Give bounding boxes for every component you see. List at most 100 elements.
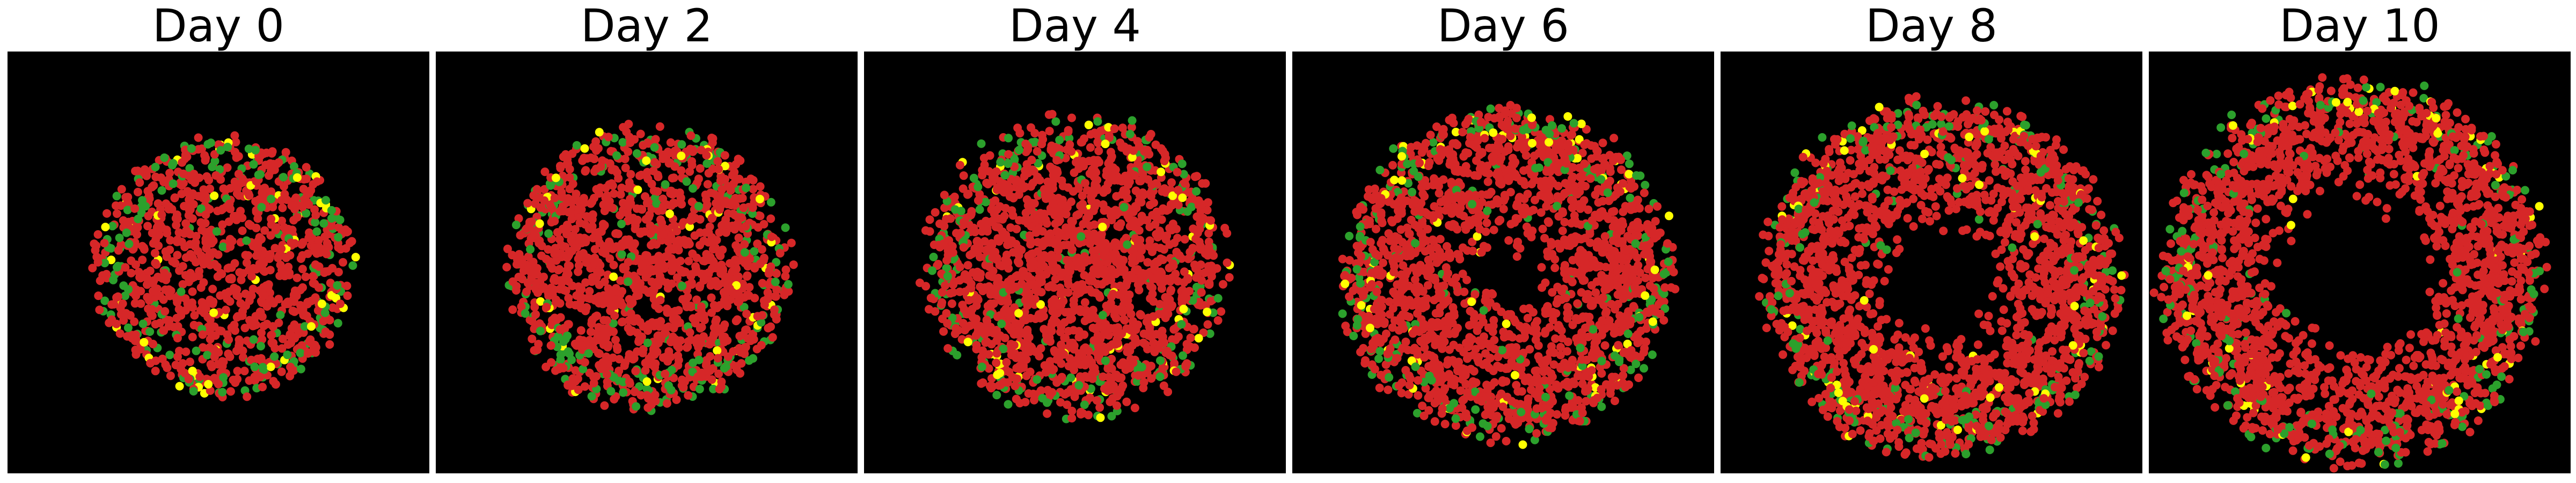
red-cell-dot xyxy=(706,281,715,290)
red-cell-dot xyxy=(949,288,958,297)
red-cell-dot xyxy=(589,378,598,387)
red-cell-dot xyxy=(653,254,662,263)
green-cell-dot xyxy=(695,385,704,393)
red-cell-dot xyxy=(1147,374,1156,383)
panel-day-4 xyxy=(864,52,1286,473)
red-cell-dot xyxy=(981,338,990,347)
green-cell-dot xyxy=(1107,412,1116,421)
red-cell-dot xyxy=(1038,241,1047,251)
red-cell-dot xyxy=(238,353,247,362)
red-cell-dot xyxy=(178,359,187,368)
red-cell-dot xyxy=(650,363,660,372)
red-cell-dot xyxy=(574,267,583,276)
green-cell-dot xyxy=(177,287,186,296)
red-cell-dot xyxy=(1014,259,1023,268)
red-cell-dot xyxy=(1081,372,1089,381)
green-cell-dot xyxy=(157,186,166,195)
red-cell-dot xyxy=(964,296,974,305)
red-cell-dot xyxy=(1404,390,1413,399)
red-cell-dot xyxy=(1076,305,1085,314)
green-cell-dot xyxy=(744,356,753,365)
red-cell-dot xyxy=(173,296,182,305)
green-cell-dot xyxy=(1597,402,1606,411)
red-cell-dot xyxy=(153,199,163,208)
green-cell-dot xyxy=(1205,329,1214,338)
red-cell-dot xyxy=(244,251,253,260)
red-cell-dot xyxy=(102,269,111,279)
red-cell-dot xyxy=(986,289,995,298)
red-cell-dot xyxy=(676,193,685,202)
red-cell-dot xyxy=(1047,141,1056,150)
red-cell-dot xyxy=(165,169,174,178)
red-cell-dot xyxy=(736,369,744,378)
red-cell-dot xyxy=(281,148,290,157)
red-cell-dot xyxy=(211,171,221,180)
green-cell-dot xyxy=(1213,294,1223,303)
red-cell-dot xyxy=(649,285,658,294)
red-cell-dot xyxy=(178,262,187,271)
red-cell-dot xyxy=(284,262,293,272)
green-cell-dot xyxy=(977,139,986,148)
red-cell-dot xyxy=(679,383,688,392)
red-cell-dot xyxy=(266,231,275,240)
red-cell-dot xyxy=(995,261,1004,269)
green-cell-dot xyxy=(682,177,691,186)
red-cell-dot xyxy=(215,326,224,335)
red-cell-dot xyxy=(225,297,235,306)
red-cell-dot xyxy=(970,244,979,253)
red-cell-dot xyxy=(666,138,675,147)
red-cell-dot xyxy=(145,266,155,275)
red-cell-dot xyxy=(253,354,262,363)
red-cell-dot xyxy=(116,240,126,249)
red-cell-dot xyxy=(582,303,591,312)
red-cell-dot xyxy=(1122,233,1131,243)
green-cell-dot xyxy=(257,203,266,212)
red-cell-dot xyxy=(1052,156,1062,165)
red-cell-dot xyxy=(1139,384,1148,392)
red-cell-dot xyxy=(978,171,987,180)
red-cell-dot xyxy=(532,194,541,203)
red-cell-dot xyxy=(1086,239,1095,248)
red-cell-dot xyxy=(641,273,650,282)
red-cell-dot xyxy=(225,352,235,361)
red-cell-dot xyxy=(702,151,711,160)
red-cell-dot xyxy=(119,316,128,325)
green-cell-dot xyxy=(249,160,258,169)
red-cell-dot xyxy=(94,291,103,301)
red-cell-dot xyxy=(341,244,350,253)
red-cell-dot xyxy=(781,272,790,281)
green-cell-dot xyxy=(1077,232,1086,241)
red-cell-dot xyxy=(657,276,667,286)
red-cell-dot xyxy=(260,226,269,235)
red-cell-dot xyxy=(1486,438,1495,448)
red-cell-dot xyxy=(1043,409,1052,418)
red-cell-dot xyxy=(1067,406,1077,415)
green-cell-dot xyxy=(564,347,573,356)
green-cell-dot xyxy=(138,319,148,328)
yellow-cell-dot xyxy=(1179,304,1188,313)
red-cell-dot xyxy=(610,394,619,404)
red-cell-dot xyxy=(1030,129,1040,138)
green-cell-dot xyxy=(1143,163,1152,171)
red-cell-dot xyxy=(206,184,215,193)
panel-title-day-2: Day 2 xyxy=(580,0,713,52)
red-cell-dot xyxy=(530,303,539,312)
red-cell-dot xyxy=(703,180,712,189)
red-cell-dot xyxy=(1094,147,1103,156)
red-cell-dot xyxy=(201,210,210,219)
red-cell-dot xyxy=(123,332,132,341)
red-cell-dot xyxy=(1150,198,1158,207)
green-cell-dot xyxy=(100,259,109,268)
red-cell-dot xyxy=(588,197,597,207)
red-cell-dot xyxy=(963,190,972,199)
red-cell-dot xyxy=(992,326,1001,335)
red-cell-dot xyxy=(775,248,785,258)
red-cell-dot xyxy=(1181,288,1190,297)
green-cell-dot xyxy=(781,223,790,232)
red-cell-dot xyxy=(938,288,947,297)
red-cell-dot xyxy=(659,230,668,239)
red-cell-dot xyxy=(95,305,104,314)
green-cell-dot xyxy=(784,280,793,289)
red-cell-dot xyxy=(1180,235,1189,244)
